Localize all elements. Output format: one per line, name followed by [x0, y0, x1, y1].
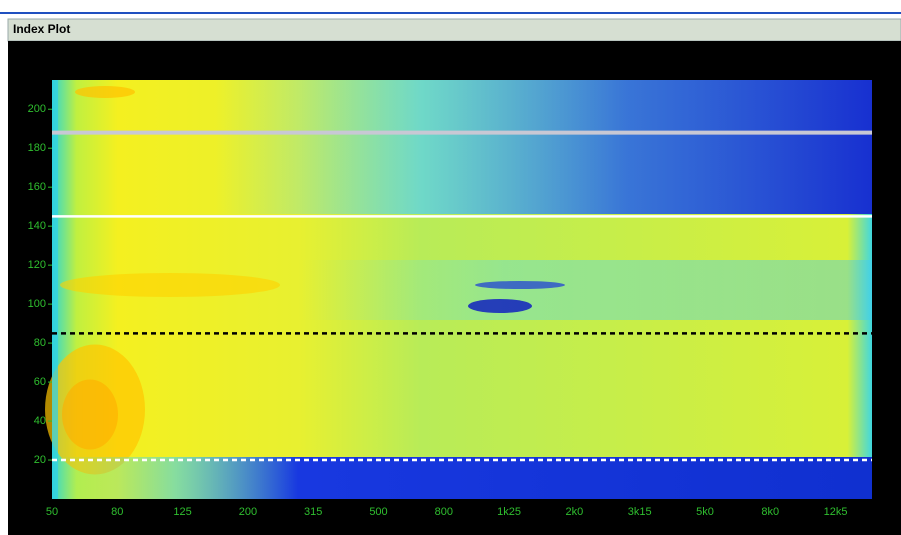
- y-tick-label: 180: [28, 142, 46, 154]
- x-tick-label: 125: [173, 506, 191, 518]
- x-tick-label: 5k0: [696, 506, 714, 518]
- x-tick-label: 50: [46, 506, 58, 518]
- heat-streak: [475, 281, 565, 289]
- y-tick-label: 200: [28, 103, 46, 115]
- heat-blob: [62, 379, 118, 450]
- y-tick-label: 120: [28, 259, 46, 271]
- window-title: Index Plot: [13, 22, 70, 36]
- y-tick-label: 60: [34, 376, 46, 388]
- x-tick-label: 800: [435, 506, 453, 518]
- x-tick-label: 1k25: [497, 506, 521, 518]
- y-tick-label: 20: [34, 454, 46, 466]
- x-tick-label: 12k5: [824, 506, 848, 518]
- y-tick-label: 140: [28, 220, 46, 232]
- heat-mid: [52, 260, 872, 320]
- x-tick-label: 2k0: [566, 506, 584, 518]
- y-tick-label: 80: [34, 337, 46, 349]
- x-tick-label: 315: [304, 506, 322, 518]
- heat-bottom: [52, 457, 872, 499]
- heat-edge: [52, 80, 58, 499]
- title-bar: [7, 18, 901, 42]
- x-tick-label: 3k15: [628, 506, 652, 518]
- heatmap: [45, 80, 872, 499]
- y-tick-label: 40: [34, 415, 46, 427]
- x-tick-label: 500: [369, 506, 387, 518]
- x-tick-label: 200: [239, 506, 257, 518]
- heat-top: [52, 80, 872, 214]
- heat-streak: [468, 299, 532, 313]
- y-tick-label: 100: [28, 298, 46, 310]
- y-tick-label: 160: [28, 181, 46, 193]
- x-tick-label: 8k0: [761, 506, 779, 518]
- x-tick-label: 80: [111, 506, 123, 518]
